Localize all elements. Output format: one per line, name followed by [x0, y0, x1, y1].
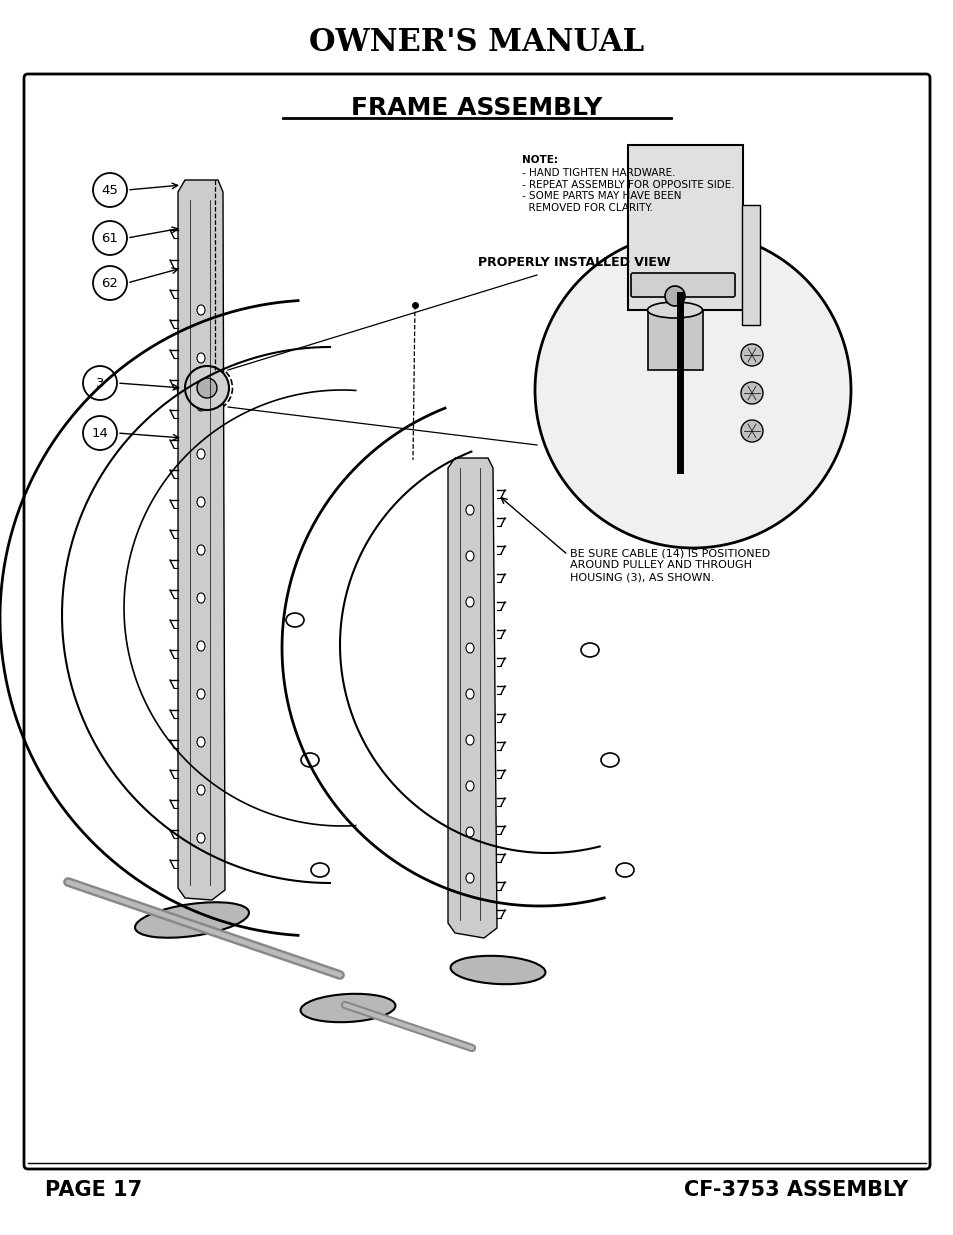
Polygon shape	[448, 458, 497, 939]
Ellipse shape	[135, 903, 249, 937]
Ellipse shape	[465, 781, 474, 790]
Text: 62: 62	[101, 277, 118, 289]
Circle shape	[185, 366, 229, 410]
Ellipse shape	[465, 643, 474, 653]
Circle shape	[92, 221, 127, 254]
Ellipse shape	[300, 994, 395, 1023]
Polygon shape	[178, 180, 225, 900]
Ellipse shape	[196, 545, 205, 555]
Ellipse shape	[647, 303, 701, 317]
Ellipse shape	[196, 353, 205, 363]
Text: - REPEAT ASSEMBLY FOR OPPOSITE SIDE.: - REPEAT ASSEMBLY FOR OPPOSITE SIDE.	[521, 179, 734, 189]
Ellipse shape	[196, 737, 205, 747]
Bar	[741, 205, 760, 325]
Text: OWNER'S MANUAL: OWNER'S MANUAL	[309, 26, 644, 58]
Text: 3: 3	[95, 377, 104, 389]
Text: AROUND PULLEY AND THROUGH: AROUND PULLEY AND THROUGH	[569, 559, 751, 571]
Text: REMOVED FOR CLARITY.: REMOVED FOR CLARITY.	[521, 203, 652, 212]
Text: FRAME ASSEMBLY: FRAME ASSEMBLY	[351, 96, 602, 120]
Ellipse shape	[196, 689, 205, 699]
Circle shape	[83, 366, 117, 400]
Circle shape	[92, 173, 127, 207]
Ellipse shape	[196, 401, 205, 411]
Circle shape	[740, 382, 762, 404]
Ellipse shape	[450, 956, 545, 984]
Text: 45: 45	[101, 184, 118, 196]
FancyBboxPatch shape	[630, 273, 734, 296]
Circle shape	[196, 378, 216, 398]
Ellipse shape	[196, 832, 205, 844]
Circle shape	[535, 232, 850, 548]
Text: CF-3753 ASSEMBLY: CF-3753 ASSEMBLY	[683, 1179, 907, 1200]
Bar	[647, 310, 702, 370]
Text: 61: 61	[101, 231, 118, 245]
FancyBboxPatch shape	[627, 144, 742, 310]
Text: - SOME PARTS MAY HAVE BEEN: - SOME PARTS MAY HAVE BEEN	[521, 191, 680, 201]
Text: - HAND TIGHTEN HARDWARE.: - HAND TIGHTEN HARDWARE.	[521, 168, 675, 178]
Ellipse shape	[196, 450, 205, 459]
Ellipse shape	[465, 551, 474, 561]
Text: 14: 14	[91, 426, 109, 440]
Text: NOTE:: NOTE:	[521, 156, 558, 165]
Circle shape	[664, 287, 684, 306]
Text: BE SURE CABLE (14) IS POSITIONED: BE SURE CABLE (14) IS POSITIONED	[569, 548, 769, 558]
Ellipse shape	[465, 827, 474, 837]
Circle shape	[83, 416, 117, 450]
Ellipse shape	[465, 873, 474, 883]
Circle shape	[740, 345, 762, 366]
Text: HOUSING (3), AS SHOWN.: HOUSING (3), AS SHOWN.	[569, 572, 714, 582]
Ellipse shape	[196, 305, 205, 315]
Ellipse shape	[196, 785, 205, 795]
Ellipse shape	[465, 689, 474, 699]
Ellipse shape	[196, 496, 205, 508]
FancyBboxPatch shape	[24, 74, 929, 1170]
Ellipse shape	[465, 505, 474, 515]
Circle shape	[740, 420, 762, 442]
Text: PAGE 17: PAGE 17	[45, 1179, 142, 1200]
Ellipse shape	[196, 593, 205, 603]
Ellipse shape	[465, 735, 474, 745]
Ellipse shape	[465, 597, 474, 606]
Text: PROPERLY INSTALLED VIEW: PROPERLY INSTALLED VIEW	[477, 256, 670, 268]
Circle shape	[92, 266, 127, 300]
Ellipse shape	[196, 641, 205, 651]
